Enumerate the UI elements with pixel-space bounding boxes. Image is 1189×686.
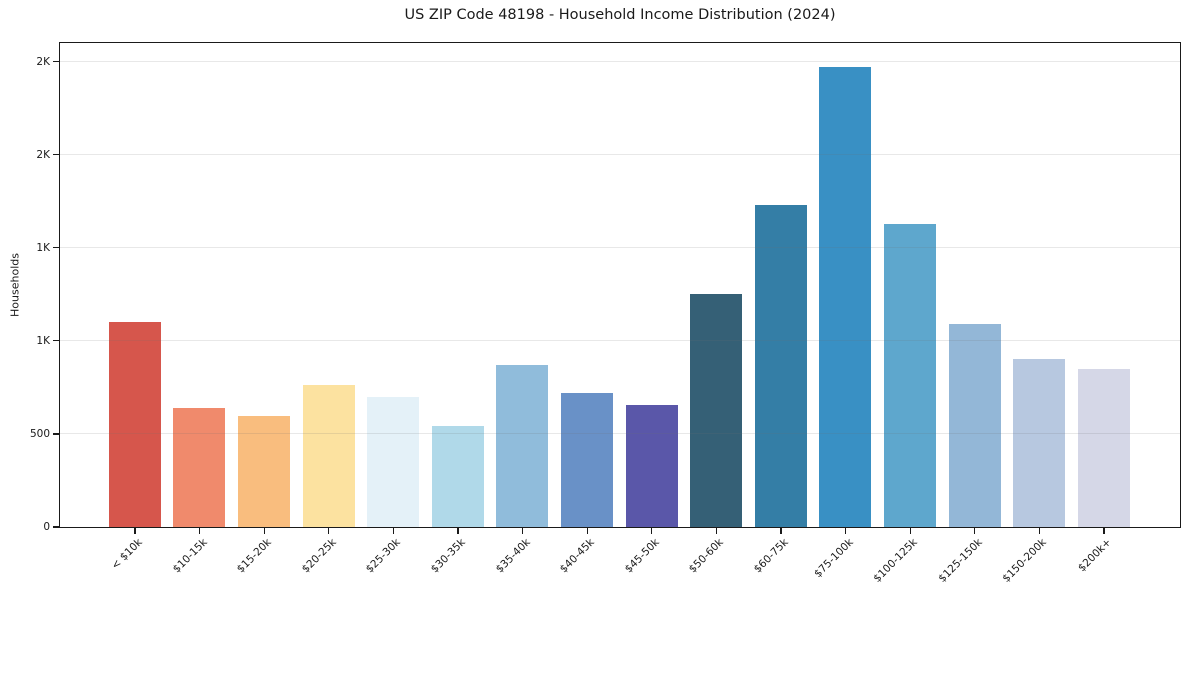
y-tick-label: 2K <box>36 148 50 161</box>
x-tick-label: $75-100k <box>811 536 856 581</box>
y-tick-label: 0 <box>43 521 50 533</box>
gridline-1K <box>59 340 1180 342</box>
bar--50-60k <box>690 294 743 527</box>
x-tick-label: $125-150k <box>936 536 985 585</box>
bar--60-75k <box>754 204 807 527</box>
x-tick-mark <box>845 527 847 534</box>
bar--75-100k <box>819 67 872 527</box>
bar--35-40k <box>496 364 549 527</box>
bar--40-45k <box>560 392 613 527</box>
y-tick-mark <box>53 154 60 156</box>
x-tick-label: $60-75k <box>751 536 791 576</box>
y-tick-mark <box>53 61 60 63</box>
y-tick-mark <box>53 247 60 249</box>
x-tick-mark <box>974 527 976 534</box>
x-tick-label: $100-125k <box>871 536 920 585</box>
y-tick-label: 500 <box>29 427 50 440</box>
bar--20-25k <box>302 385 355 527</box>
x-tick-mark <box>392 527 394 534</box>
bar--45-50k <box>625 404 678 527</box>
y-axis-label: Households <box>8 253 22 317</box>
x-tick-mark <box>134 527 136 534</box>
bar--150-200k <box>1013 359 1066 527</box>
x-tick-mark <box>522 527 524 534</box>
x-tick-label: $50-60k <box>687 536 727 576</box>
x-tick-mark <box>328 527 330 534</box>
x-tick-mark <box>909 527 911 534</box>
x-tick-mark <box>457 527 459 534</box>
gridline-2K <box>59 154 1180 155</box>
x-tick-mark <box>651 527 653 534</box>
x-tick-mark <box>263 527 265 534</box>
y-tick-label: 2K <box>36 55 50 68</box>
bar--25-30k <box>367 396 420 527</box>
y-tick-label: 1K <box>36 334 50 347</box>
x-tick-label: < $10k <box>109 536 145 572</box>
x-tick-label: $30-35k <box>428 536 468 576</box>
bar--100-125k <box>883 224 936 527</box>
x-tick-label: $25-30k <box>364 536 404 576</box>
x-tick-label: $200k+ <box>1075 536 1114 575</box>
y-tick-mark <box>53 433 60 435</box>
y-tick-mark <box>53 526 60 528</box>
x-tick-mark <box>1038 527 1040 534</box>
x-tick-label: $35-40k <box>493 536 533 576</box>
bar--10-15k <box>173 407 226 527</box>
bar--10k <box>108 322 161 527</box>
plot-area <box>58 41 1181 528</box>
bar--15-20k <box>237 416 290 527</box>
x-tick-label: $15-20k <box>234 536 274 576</box>
x-tick-label: $150-200k <box>1000 536 1050 585</box>
x-tick-label: $20-25k <box>299 536 339 576</box>
x-tick-mark <box>199 527 201 534</box>
x-tick-label: $40-45k <box>557 536 597 576</box>
gridline-2K <box>59 60 1180 62</box>
x-tick-label: $10-15k <box>170 536 210 576</box>
y-tick-label: 1K <box>36 241 50 254</box>
x-tick-mark <box>715 527 717 534</box>
gridline-500 <box>59 433 1180 435</box>
x-tick-label: $45-50k <box>622 536 662 576</box>
gridline-1K <box>59 247 1180 249</box>
chart-figure: US ZIP Code 48198 - Household Income Dis… <box>8 7 1181 585</box>
bar--200k+ <box>1077 368 1130 527</box>
x-tick-mark <box>1103 527 1105 534</box>
x-tick-mark <box>780 527 782 534</box>
bar--30-35k <box>431 426 484 527</box>
bar--125-150k <box>948 323 1001 527</box>
chart-title: US ZIP Code 48198 - Household Income Dis… <box>404 7 836 23</box>
y-tick-mark <box>53 340 60 342</box>
x-tick-mark <box>586 527 588 534</box>
